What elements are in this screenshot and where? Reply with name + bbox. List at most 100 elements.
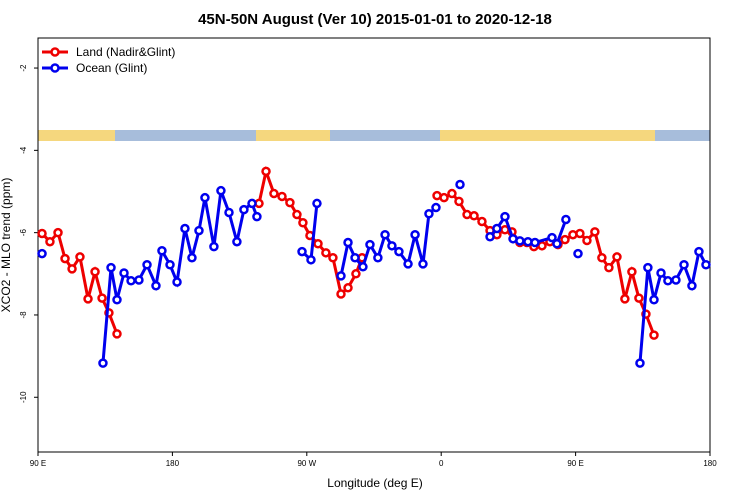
- data-point: [336, 271, 346, 281]
- data-point: [328, 253, 338, 263]
- data-point: [477, 216, 487, 227]
- y-tick-label: -8: [19, 311, 28, 319]
- data-point: [312, 198, 322, 209]
- data-point: [350, 253, 360, 263]
- data-point: [447, 188, 457, 199]
- data-point: [297, 246, 307, 257]
- data-point: [380, 229, 390, 240]
- data-point: [627, 266, 637, 277]
- x-tick-label: 0: [439, 459, 444, 468]
- chart-title: 45N-50N August (Ver 10) 2015-01-01 to 20…: [198, 11, 552, 28]
- data-point: [126, 276, 136, 286]
- data-point: [547, 232, 557, 243]
- data-point: [232, 236, 242, 247]
- data-point: [604, 262, 614, 273]
- data-point: [455, 179, 465, 190]
- data-point: [261, 166, 271, 177]
- data-point: [53, 227, 63, 238]
- data-point: [336, 289, 346, 299]
- y-axis-label: XCO2 - MLO trend (ppm): [0, 178, 13, 313]
- legend-label: Land (Nadir&Glint): [76, 45, 175, 59]
- data-point: [277, 191, 287, 202]
- map-strip: [38, 130, 710, 141]
- data-point: [321, 248, 331, 258]
- data-point: [252, 211, 262, 222]
- data-point: [75, 252, 85, 262]
- data-point: [671, 275, 681, 285]
- data-point: [679, 260, 689, 270]
- data-point: [439, 192, 449, 203]
- data-point: [431, 202, 441, 213]
- data-point: [187, 253, 197, 263]
- data-point: [365, 239, 375, 250]
- data-point: [410, 229, 420, 240]
- data-point: [663, 276, 673, 286]
- data-point: [656, 268, 666, 278]
- data-point: [403, 259, 413, 269]
- data-point: [635, 358, 645, 368]
- data-point: [575, 228, 585, 239]
- data-point: [216, 185, 226, 196]
- data-point: [60, 253, 70, 264]
- data-point: [492, 223, 502, 234]
- data-point: [387, 241, 397, 251]
- y-tick-label: -2: [19, 64, 28, 72]
- data-point: [560, 234, 570, 245]
- y-tick-label: -4: [19, 146, 28, 154]
- data-point: [537, 241, 547, 251]
- x-tick-label: 180: [703, 459, 717, 468]
- y-tick-label: -6: [19, 229, 28, 237]
- ocean-band: [38, 130, 710, 141]
- land-band: [440, 130, 655, 141]
- data-point: [552, 239, 562, 249]
- data-point: [649, 330, 659, 340]
- data-point: [694, 246, 704, 257]
- data-point: [37, 248, 47, 259]
- data-point: [561, 214, 571, 225]
- x-tick-label: 90 W: [297, 459, 316, 468]
- data-point: [292, 209, 302, 220]
- data-point: [590, 227, 600, 237]
- data-point: [157, 246, 167, 256]
- data-point: [134, 275, 144, 285]
- data-point: [306, 255, 316, 265]
- data-point: [573, 248, 583, 259]
- data-point: [224, 207, 234, 218]
- data-point: [165, 260, 175, 270]
- data-point: [530, 237, 540, 248]
- legend-marker: [50, 47, 60, 57]
- data-point: [194, 225, 204, 236]
- data-point: [239, 204, 249, 215]
- data-point: [200, 192, 210, 203]
- data-point: [112, 329, 122, 339]
- data-point: [620, 294, 630, 304]
- legend-label: Ocean (Glint): [76, 61, 147, 75]
- data-point: [67, 264, 77, 274]
- data-point: [172, 277, 182, 287]
- data-point: [701, 260, 711, 270]
- legend-marker: [50, 63, 60, 73]
- data-point: [112, 294, 122, 305]
- data-point: [151, 280, 161, 291]
- data-point: [373, 253, 383, 263]
- data-point: [106, 262, 116, 273]
- data-point: [119, 268, 129, 278]
- data-point: [454, 196, 464, 207]
- data-point: [343, 237, 353, 248]
- x-axis-label: Longitude (deg E): [327, 476, 422, 490]
- data-point: [515, 236, 525, 246]
- data-point: [358, 262, 368, 272]
- data-point: [269, 188, 279, 199]
- x-tick-label: 90 E: [567, 459, 583, 468]
- data-point: [500, 211, 510, 222]
- data-point: [247, 198, 257, 209]
- x-tick-label: 180: [166, 459, 180, 468]
- data-point: [343, 283, 353, 293]
- data-point: [649, 294, 659, 305]
- data-point: [424, 208, 434, 219]
- data-point: [98, 358, 108, 368]
- data-point: [83, 294, 93, 304]
- data-point: [612, 252, 622, 262]
- data-point: [209, 241, 219, 252]
